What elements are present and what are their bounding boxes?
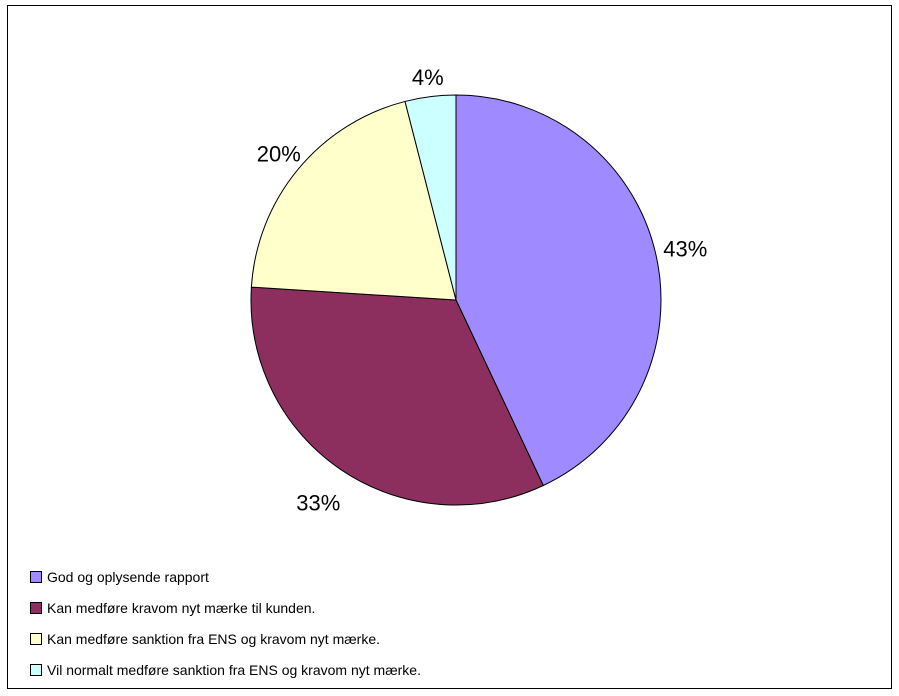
slice-value-label: 4% [412,65,444,90]
legend-label: Vil normalt medføre sanktion fra ENS og … [47,662,421,678]
pie-slice [455,94,662,487]
slice-value-label: 20% [257,141,301,166]
slice-value-label: 43% [663,237,707,262]
pie-slice [250,100,457,301]
legend-swatch [30,664,42,676]
pie-chart: 43% 33% 20% 4% [250,65,707,516]
legend-item: Kan medføre kravom nyt mærke til kunden. [30,597,421,619]
chart-frame: 43% 33% 20% 4% God og oplysende rapport Kan… [7,5,892,689]
legend-item: Kan medføre sanktion fra ENS og kravom n… [30,628,421,650]
legend-swatch [30,602,42,614]
pie-slice [404,94,457,301]
legend-item: Vil normalt medføre sanktion fra ENS og … [30,659,421,681]
legend-label: Kan medføre kravom nyt mærke til kunden. [47,600,316,616]
legend-label: God og oplysende rapport [47,569,209,585]
slice-value-label: 33% [296,491,340,516]
legend-label: Kan medføre sanktion fra ENS og kravom n… [47,631,381,647]
legend: God og oplysende rapport Kan medføre kra… [30,566,421,690]
pie-slice [250,286,544,506]
legend-item: God og oplysende rapport [30,566,421,588]
legend-swatch [30,633,42,645]
legend-swatch [30,571,42,583]
